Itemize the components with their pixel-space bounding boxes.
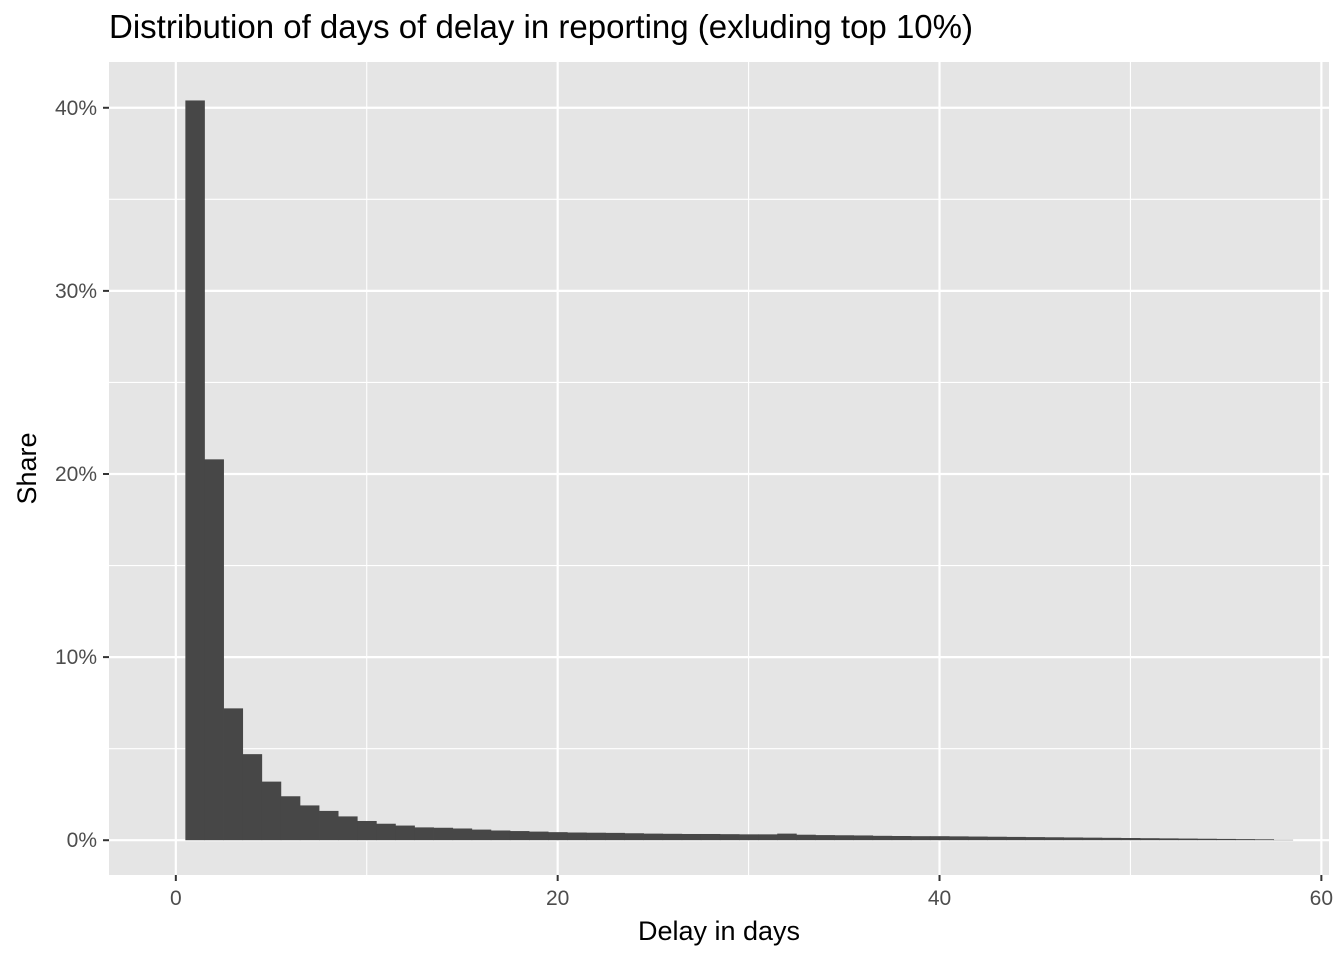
histogram-bar <box>414 827 434 841</box>
histogram-bar <box>681 833 702 841</box>
histogram-bar <box>1120 838 1141 841</box>
histogram-bar <box>1025 837 1045 841</box>
y-tick-label: 40% <box>55 97 97 120</box>
histogram-bar <box>929 836 950 841</box>
histogram-bar <box>853 835 874 841</box>
x-axis-title: Delay in days <box>638 916 800 946</box>
histogram-bar <box>357 820 377 841</box>
y-axis: 0% 10% 20% 30% 40% <box>55 97 109 852</box>
histogram-bar <box>624 833 644 841</box>
histogram-bar <box>1063 837 1084 841</box>
chart-title: Distribution of days of delay in reporti… <box>109 8 973 45</box>
histogram-bar <box>1101 837 1122 841</box>
y-tick-label: 10% <box>55 646 97 669</box>
histogram-bar <box>471 829 492 841</box>
histogram-bar <box>1235 839 1255 841</box>
histogram-bar <box>1254 839 1275 841</box>
histogram-bar <box>452 828 473 841</box>
x-axis: 0 20 40 60 <box>170 875 1333 910</box>
histogram-bars <box>185 100 1294 841</box>
histogram-bar <box>395 825 415 841</box>
major-gridlines <box>109 62 1329 875</box>
minor-gridlines <box>109 62 1329 875</box>
plot-panel <box>109 62 1329 875</box>
histogram-bar <box>509 831 530 841</box>
y-tick-label: 0% <box>67 829 97 852</box>
histogram-bar <box>662 833 683 841</box>
histogram-bar <box>796 834 816 841</box>
histogram-bar <box>1044 837 1065 841</box>
histogram-bar <box>891 835 912 841</box>
histogram-bar <box>700 833 721 841</box>
y-tick-label: 30% <box>55 280 97 303</box>
y-tick-label: 20% <box>55 463 97 486</box>
histogram-bar <box>185 100 205 841</box>
histogram-bar <box>872 835 893 841</box>
histogram-bar <box>490 830 511 841</box>
x-tick-label: 0 <box>170 887 182 910</box>
histogram-bar <box>1082 837 1103 841</box>
histogram-bar <box>299 805 320 841</box>
histogram-bar <box>204 459 224 841</box>
histogram-bar <box>567 832 587 841</box>
histogram-bar <box>968 836 988 841</box>
histogram-bar <box>433 827 454 841</box>
histogram-bar <box>834 835 855 841</box>
histogram-bar <box>739 834 759 841</box>
histogram-bar <box>242 754 263 841</box>
histogram-bar <box>987 836 1007 841</box>
histogram-bar <box>1006 836 1026 841</box>
histogram-bar <box>815 835 835 841</box>
histogram-bar <box>1197 838 1217 841</box>
histogram-bar <box>548 832 568 841</box>
x-tick-label: 60 <box>1310 887 1333 910</box>
histogram-bar <box>586 832 606 841</box>
histogram-bar <box>376 823 396 841</box>
histogram-bar <box>777 833 797 841</box>
histogram-bar <box>223 708 244 841</box>
histogram-bar <box>719 834 740 841</box>
histogram-bar <box>910 836 931 841</box>
histogram-bar <box>1178 838 1198 841</box>
y-axis-title: Share <box>12 432 42 504</box>
histogram-bar <box>261 781 282 841</box>
histogram-bar <box>319 810 339 841</box>
histogram-bar <box>1139 838 1160 841</box>
histogram-bar <box>529 831 549 841</box>
x-tick-label: 20 <box>546 887 569 910</box>
histogram-bar <box>1216 838 1236 841</box>
x-tick-label: 40 <box>928 887 951 910</box>
histogram-bar <box>280 796 301 841</box>
histogram-bar <box>758 834 778 841</box>
histogram-bar <box>949 836 969 841</box>
histogram-bar <box>1159 838 1179 841</box>
histogram-bar <box>338 816 358 841</box>
histogram-bar <box>643 833 664 841</box>
histogram-bar <box>605 832 625 841</box>
